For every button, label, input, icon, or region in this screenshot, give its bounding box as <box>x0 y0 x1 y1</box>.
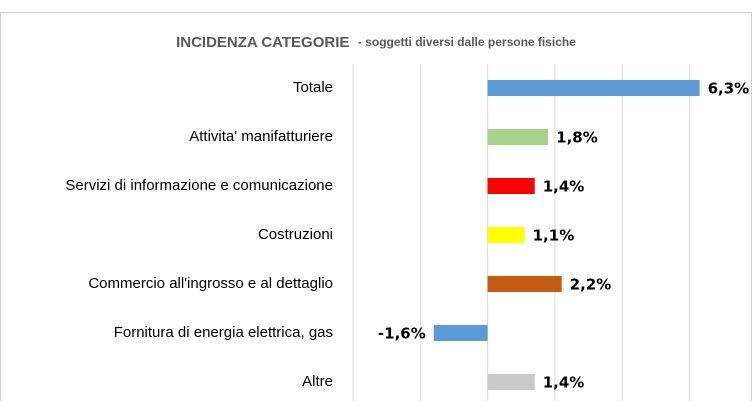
category-label: Commercio all'ingrosso e al dettaglio <box>88 275 333 292</box>
data-label: 1,4% <box>543 374 585 392</box>
chart-title: INCIDENZA CATEGORIE <box>176 34 349 51</box>
category-label: Attivita' manifatturiere <box>189 128 333 145</box>
bar <box>487 178 535 194</box>
data-label: 1,8% <box>556 129 598 147</box>
category-label: Altre <box>302 373 333 390</box>
data-label: 2,2% <box>570 276 612 294</box>
bar <box>433 325 488 341</box>
bar <box>487 80 700 96</box>
bar <box>487 374 535 390</box>
bar <box>487 227 525 243</box>
category-label: Costruzioni <box>258 226 333 243</box>
chart-title-group: INCIDENZA CATEGORIE - soggetti diversi d… <box>176 34 576 51</box>
chart-border <box>0 12 752 401</box>
data-label: 1,4% <box>543 178 585 196</box>
chart-subtitle: - soggetti diversi dalle persone fisiche <box>358 35 576 49</box>
bar <box>487 276 562 292</box>
category-label: Totale <box>293 79 333 96</box>
data-label: -1,6% <box>378 325 426 343</box>
category-label: Fornitura di energia elettrica, gas <box>114 324 333 341</box>
category-label: Servizi di informazione e comunicazione <box>65 177 333 194</box>
data-label: 6,3% <box>708 80 750 98</box>
bar <box>487 129 549 145</box>
data-label: 1,1% <box>533 227 575 245</box>
